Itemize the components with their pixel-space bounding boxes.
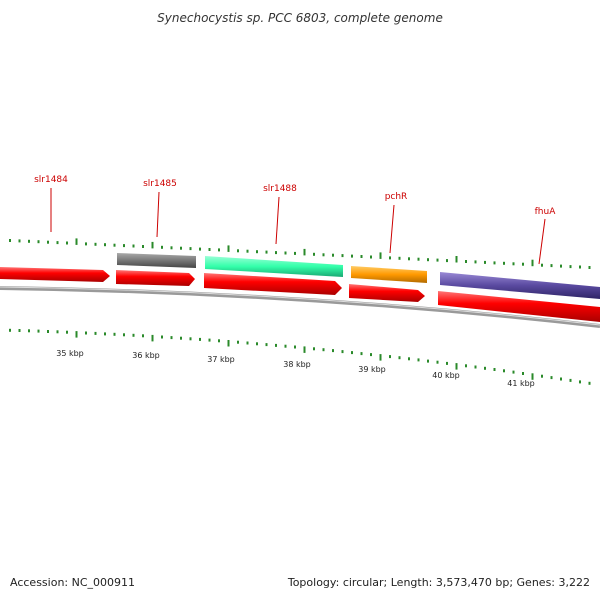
gene-label[interactable]: fhuA <box>535 207 557 217</box>
kbp-labels: 35 kbp 36 kbp 37 kbp 38 kbp 39 kbp 40 kb… <box>56 349 535 388</box>
gene-label[interactable]: pchR <box>385 192 408 202</box>
cds-arrow[interactable] <box>0 267 110 282</box>
cds-arrow[interactable] <box>204 273 342 295</box>
kbp-label: 38 kbp <box>283 360 311 369</box>
gene-label[interactable]: slr1485 <box>143 179 177 189</box>
kbp-label: 39 kbp <box>358 365 386 374</box>
accession-label: Accession: NC_000911 <box>10 576 135 589</box>
feature-bar-gray[interactable] <box>117 253 196 268</box>
genome-backbone <box>0 286 600 328</box>
kbp-label: 40 kbp <box>432 371 460 380</box>
gene-leader-line <box>389 204 395 254</box>
feature-bar-purple[interactable] <box>440 272 600 299</box>
feature-bar-orange[interactable] <box>351 266 427 283</box>
gene-leader-line <box>538 218 546 265</box>
feature-bar-teal[interactable] <box>205 256 343 277</box>
gene-label-leaders <box>50 188 546 265</box>
gene-leader-line <box>275 196 280 245</box>
kbp-label: 36 kbp <box>132 351 160 360</box>
gene-leader-line <box>156 191 160 238</box>
cds-arrow[interactable] <box>438 291 600 322</box>
genome-title: Synechocystis sp. PCC 6803, complete gen… <box>157 11 443 25</box>
genome-backbone-highlight <box>0 286 600 326</box>
feature-track <box>117 253 600 299</box>
gene-label[interactable]: slr1484 <box>34 175 68 185</box>
gene-label[interactable]: slr1488 <box>263 184 297 194</box>
kbp-label: 35 kbp <box>56 349 84 358</box>
upper-ruler-ticks <box>9 238 591 269</box>
lower-ruler-ticks <box>9 328 591 385</box>
cds-arrow[interactable] <box>349 284 425 302</box>
kbp-label: 37 kbp <box>207 355 235 364</box>
forward-cds-track <box>0 267 600 322</box>
kbp-label: 41 kbp <box>507 379 535 388</box>
cds-arrow[interactable] <box>116 270 195 286</box>
genome-summary: Topology: circular; Length: 3,573,470 bp… <box>287 576 590 589</box>
gene-labels: slr1484 slr1485 slr1488 pchR fhuA <box>34 175 556 217</box>
